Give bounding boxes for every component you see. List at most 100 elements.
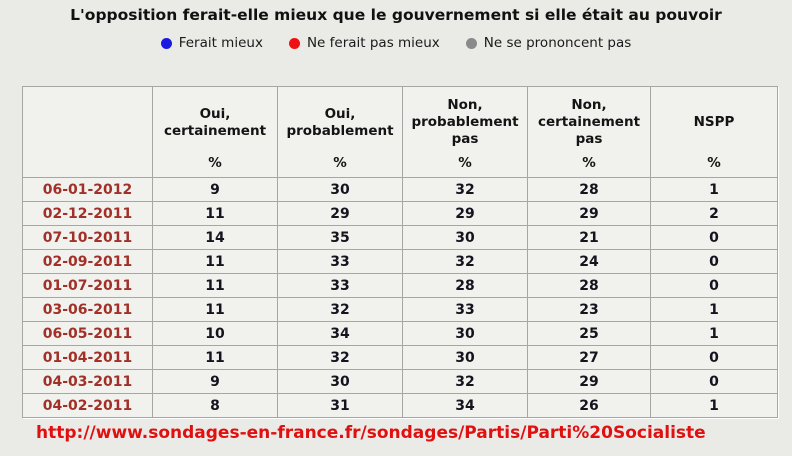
row-value: 32 [402,249,528,274]
row-value: 11 [152,201,278,226]
column-header-label: Non, certainement pas [537,97,641,147]
row-value: 11 [152,249,278,274]
legend-item-ne-ferait-pas-mieux: Ne ferait pas mieux [288,35,440,51]
row-date: 01-04-2011 [22,345,153,370]
row-value: 1 [650,393,778,418]
row-value: 29 [402,201,528,226]
legend-label: Ne ferait pas mieux [306,35,440,51]
column-header-unit: % [707,155,721,171]
row-value: 0 [650,345,778,370]
row-value: 27 [527,345,651,370]
row-date: 02-12-2011 [22,201,153,226]
row-date: 06-01-2012 [22,177,153,202]
table-row: 07-10-2011 14 35 30 21 0 [22,225,778,250]
row-value: 32 [402,369,528,394]
row-value: 1 [650,297,778,322]
column-header-label: Oui, certainement [163,105,267,139]
poll-results-table: Oui, certainement% Oui, probablement% Non,… [22,86,778,418]
row-value: 11 [152,297,278,322]
legend-item-ferait-mieux: Ferait mieux [160,35,263,51]
row-value: 30 [402,321,528,346]
row-value: 33 [277,273,403,298]
row-value: 9 [152,177,278,202]
row-value: 33 [402,297,528,322]
row-value: 11 [152,345,278,370]
row-value: 32 [277,345,403,370]
row-date: 03-06-2011 [22,297,153,322]
column-header-2: Non, probablement pas% [402,86,528,178]
table-corner-empty-cell [22,86,153,178]
red-dot-icon [288,37,300,49]
row-value: 34 [277,321,403,346]
table-row: 03-06-2011 11 32 33 23 1 [22,297,778,322]
row-value: 30 [402,345,528,370]
row-value: 2 [650,201,778,226]
row-value: 32 [402,177,528,202]
row-value: 30 [402,225,528,250]
column-header-label: Oui, probablement [286,105,394,139]
row-value: 0 [650,225,778,250]
column-header-3: Non, certainement pas% [527,86,651,178]
table-header: Oui, certainement% Oui, probablement% Non,… [22,86,778,178]
column-header-label: NSPP [693,114,735,131]
row-value: 28 [527,177,651,202]
row-value: 28 [402,273,528,298]
row-value: 0 [650,249,778,274]
table-row: 06-01-2012 9 30 32 28 1 [22,177,778,202]
row-value: 32 [277,297,403,322]
row-value: 0 [650,273,778,298]
table-row: 04-03-2011 9 30 32 29 0 [22,369,778,394]
column-header-unit: % [458,155,472,171]
row-value: 29 [277,201,403,226]
table-row: 01-07-2011 11 33 28 28 0 [22,273,778,298]
row-value: 31 [277,393,403,418]
row-value: 25 [527,321,651,346]
row-value: 23 [527,297,651,322]
row-value: 9 [152,369,278,394]
source-url-link[interactable]: http://www.sondages-en-france.fr/sondage… [36,423,706,443]
row-value: 8 [152,393,278,418]
row-value: 1 [650,321,778,346]
row-value: 14 [152,225,278,250]
row-value: 30 [277,369,403,394]
row-value: 26 [527,393,651,418]
row-value: 10 [152,321,278,346]
legend-label: Ne se prononcent pas [483,35,632,51]
table-row: 06-05-2011 10 34 30 25 1 [22,321,778,346]
row-value: 0 [650,369,778,394]
column-header-label: Non, probablement pas [411,97,519,147]
page-title: L'opposition ferait-elle mieux que le go… [70,6,722,24]
row-value: 30 [277,177,403,202]
row-value: 34 [402,393,528,418]
column-header-0: Oui, certainement% [152,86,278,178]
legend: Ferait mieux Ne ferait pas mieux Ne se p… [0,35,792,51]
row-date: 04-02-2011 [22,393,153,418]
column-header-unit: % [333,155,347,171]
legend-item-ne-se-prononcent-pas: Ne se prononcent pas [465,35,632,51]
table-row: 02-09-2011 11 33 32 24 0 [22,249,778,274]
table-row: 01-04-2011 11 32 30 27 0 [22,345,778,370]
row-date: 04-03-2011 [22,369,153,394]
row-date: 01-07-2011 [22,273,153,298]
blue-dot-icon [160,37,172,49]
column-header-unit: % [582,155,596,171]
row-date: 02-09-2011 [22,249,153,274]
row-value: 11 [152,273,278,298]
column-header-unit: % [208,155,222,171]
column-header-4: NSPP% [650,86,778,178]
column-header-1: Oui, probablement% [277,86,403,178]
row-value: 29 [527,369,651,394]
row-value: 24 [527,249,651,274]
row-value: 29 [527,201,651,226]
row-value: 28 [527,273,651,298]
row-value: 33 [277,249,403,274]
gray-dot-icon [465,37,477,49]
row-date: 07-10-2011 [22,225,153,250]
table-row: 02-12-2011 11 29 29 29 2 [22,201,778,226]
legend-label: Ferait mieux [178,35,263,51]
table-row: 04-02-2011 8 31 34 26 1 [22,393,778,418]
row-value: 35 [277,225,403,250]
row-value: 21 [527,225,651,250]
row-date: 06-05-2011 [22,321,153,346]
